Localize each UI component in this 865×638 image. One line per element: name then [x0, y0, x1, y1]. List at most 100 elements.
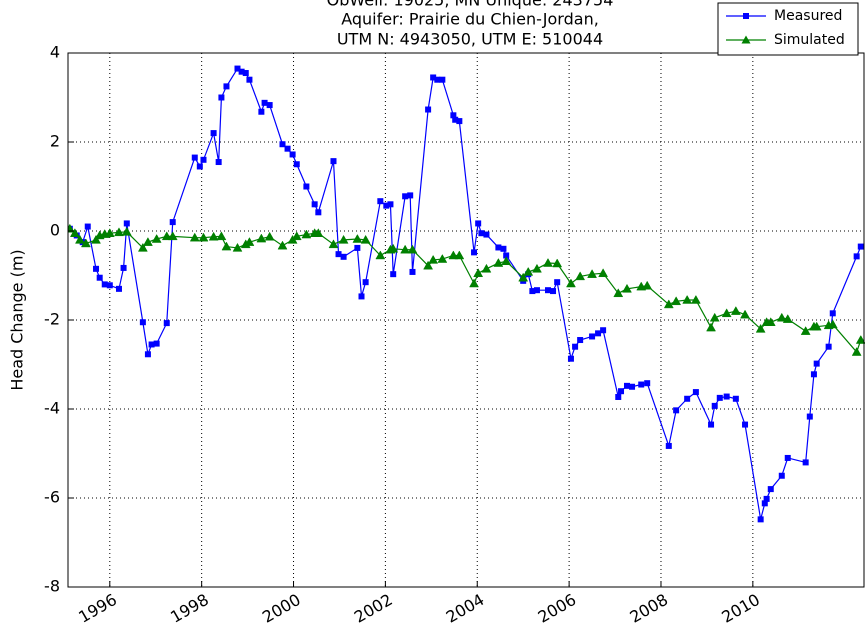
data-point [161, 231, 172, 241]
data-point [723, 393, 730, 400]
data-point [277, 240, 288, 250]
legend-label: Simulated [774, 32, 845, 48]
data-point [782, 314, 793, 323]
data-point [246, 76, 253, 83]
data-point [80, 238, 91, 248]
data-point [495, 244, 502, 251]
data-point [148, 341, 155, 348]
data-point [682, 294, 693, 304]
data-point [566, 278, 576, 288]
data-point [375, 250, 386, 260]
data-point [191, 154, 198, 161]
data-point [216, 231, 227, 241]
data-point [315, 209, 322, 216]
data-point [763, 495, 770, 502]
y-tick-label: 2 [50, 132, 60, 151]
data-point [425, 106, 432, 113]
data-point [383, 202, 390, 209]
data-point [716, 394, 723, 401]
data-point [767, 486, 774, 493]
data-point [532, 263, 542, 273]
data-point [106, 282, 113, 289]
data-point [709, 312, 720, 322]
data-point [642, 280, 653, 290]
data-point [68, 223, 75, 233]
data-point [121, 226, 132, 236]
chart-title: ObWell: 19025, MN Unique: 243754 [327, 0, 614, 10]
data-point [153, 340, 160, 347]
data-point [600, 327, 607, 334]
data-point [142, 237, 153, 246]
data-point [232, 242, 243, 252]
data-point [765, 317, 776, 326]
data-point [851, 347, 862, 356]
data-point [533, 287, 540, 294]
data-point [340, 253, 347, 260]
data-point [827, 319, 838, 329]
data-point [400, 244, 411, 254]
data-point [69, 228, 80, 237]
data-point [811, 321, 822, 331]
data-point [456, 118, 463, 125]
data-point [613, 288, 624, 298]
data-point [473, 268, 484, 278]
data-point [328, 239, 339, 249]
data-point [755, 323, 766, 333]
data-point [428, 254, 439, 264]
data-point [711, 402, 718, 409]
data-point [114, 227, 124, 237]
data-point [450, 112, 457, 119]
chart-title: UTM N: 4943050, UTM E: 510044 [337, 30, 603, 49]
data-point [264, 231, 275, 241]
data-point [377, 198, 384, 205]
data-point [825, 343, 832, 350]
data-point [503, 252, 510, 259]
data-point [644, 380, 651, 387]
data-point [104, 228, 115, 237]
data-point [529, 288, 536, 295]
data-point [293, 161, 300, 168]
data-point [622, 283, 632, 293]
data-point [338, 234, 349, 244]
data-point [543, 258, 553, 267]
data-point [223, 83, 230, 90]
data-point [806, 413, 813, 420]
data-point [266, 102, 273, 109]
data-point [169, 219, 176, 226]
data-point [407, 244, 418, 254]
data-point [407, 192, 414, 199]
data-point [144, 351, 151, 358]
data-point [151, 234, 162, 243]
data-point [629, 383, 636, 390]
data-point [810, 371, 817, 378]
data-point [198, 232, 209, 242]
data-point [829, 310, 836, 317]
data-point [91, 234, 101, 244]
data-point [354, 244, 361, 251]
data-point [778, 472, 785, 479]
data-point [423, 260, 434, 270]
data-point [196, 163, 203, 170]
data-point [638, 381, 645, 388]
data-point [163, 320, 170, 327]
data-point [189, 232, 200, 242]
data-point [291, 231, 302, 241]
legend-marker [741, 35, 751, 44]
y-tick-label: -4 [44, 399, 60, 418]
data-point [776, 312, 787, 322]
data-point [115, 285, 122, 292]
data-point [481, 263, 492, 273]
data-point [313, 228, 324, 237]
legend-box [717, 2, 859, 56]
data-point [623, 382, 630, 389]
data-point [501, 256, 512, 266]
legend-marker [743, 13, 749, 19]
data-point [523, 266, 534, 276]
data-point [358, 293, 365, 300]
data-point [454, 250, 465, 260]
data-point [93, 265, 100, 272]
data-point [409, 268, 416, 275]
data-point [550, 288, 557, 295]
data-point [137, 242, 148, 252]
